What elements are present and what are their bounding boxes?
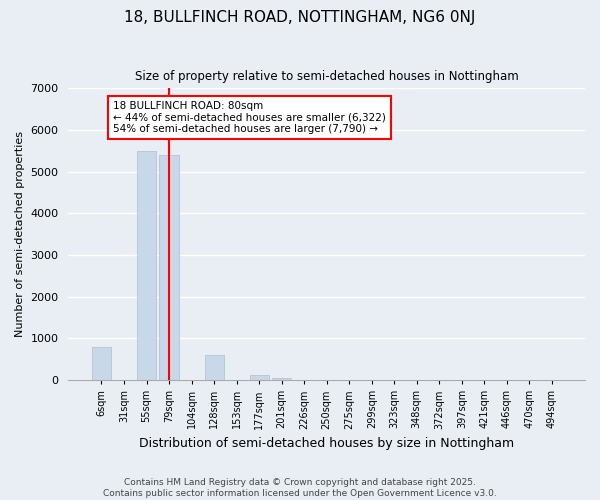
Bar bbox=[160, 155, 179, 380]
Y-axis label: Number of semi-detached properties: Number of semi-detached properties bbox=[15, 131, 25, 337]
Bar bbox=[250, 374, 269, 380]
Text: 18, BULLFINCH ROAD, NOTTINGHAM, NG6 0NJ: 18, BULLFINCH ROAD, NOTTINGHAM, NG6 0NJ bbox=[124, 10, 476, 25]
X-axis label: Distribution of semi-detached houses by size in Nottingham: Distribution of semi-detached houses by … bbox=[139, 437, 514, 450]
Bar bbox=[272, 378, 291, 380]
Text: 18 BULLFINCH ROAD: 80sqm
← 44% of semi-detached houses are smaller (6,322)
54% o: 18 BULLFINCH ROAD: 80sqm ← 44% of semi-d… bbox=[113, 101, 386, 134]
Bar bbox=[92, 347, 111, 380]
Title: Size of property relative to semi-detached houses in Nottingham: Size of property relative to semi-detach… bbox=[135, 70, 518, 83]
Bar bbox=[205, 355, 224, 380]
Text: Contains HM Land Registry data © Crown copyright and database right 2025.
Contai: Contains HM Land Registry data © Crown c… bbox=[103, 478, 497, 498]
Bar bbox=[137, 151, 156, 380]
